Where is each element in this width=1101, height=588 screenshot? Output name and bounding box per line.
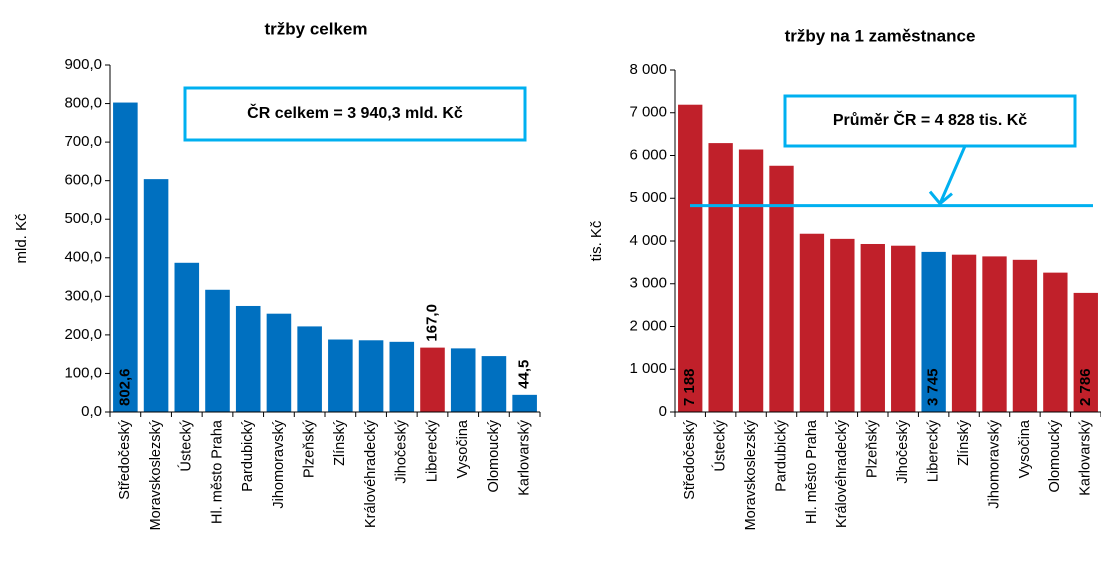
x-tick-label: Královéhradecký [834,419,850,528]
x-tick-label: Vysočina [455,419,471,478]
value-label: 7 188 [681,368,698,406]
chart-title: tržby celkem [265,19,368,38]
y-tick-label: 300,0 [64,287,102,304]
bar [1073,292,1098,412]
x-tick-label: Ústecký [711,419,728,471]
bar [799,233,825,412]
value-label: 802,6 [116,368,133,406]
x-tick-label: Moravskoslezský [743,419,759,530]
y-tick-label: 0 [659,403,667,420]
bar [708,143,733,413]
x-tick-label: Jihočeský [895,419,911,483]
y-tick-label: 900,0 [64,56,102,73]
y-tick-label: 6 000 [629,146,667,163]
bar [512,394,537,412]
annotation-box [783,94,1077,148]
bar [450,348,476,412]
y-tick-label: 1 000 [629,360,667,377]
x-tick-label: Karlovarský [516,419,532,495]
bar [891,245,916,412]
x-tick-label: Zlínský [956,419,972,466]
y-tick-label: 5 000 [629,189,667,206]
x-tick-label: Ústecký [178,419,195,471]
x-tick-label: Plzeňský [301,419,317,478]
annotation: ČR celkem = 3 940,3 mld. Kč [247,103,463,122]
y-tick-label: 800,0 [64,95,102,112]
y-tick-label: 400,0 [64,249,102,266]
y-tick-label: 0,0 [81,403,102,420]
y-tick-label: 200,0 [64,326,102,343]
bar [266,313,292,412]
y-tick-label: 500,0 [64,210,102,227]
value-label: 3 745 [925,368,942,406]
x-tick-label: Hl. město Praha [209,419,225,524]
y-tick-label: 700,0 [64,133,102,150]
bar [389,341,415,412]
bar [738,149,764,412]
x-tick-label: Jihočeský [394,419,410,483]
bar [143,179,169,412]
x-tick-label: Královéhradecký [363,419,379,528]
x-tick-label: Středočeský [117,419,133,500]
y-axis-label: tis. Kč [588,220,605,261]
x-tick-label: Hl. město Praha [804,419,820,524]
bar [174,262,200,412]
y-tick-label: 3 000 [629,275,667,292]
bar [297,326,322,412]
bar [678,104,703,412]
bar [951,254,977,412]
y-tick-label: 100,0 [64,364,102,381]
x-tick-label: Liberecký [925,419,941,482]
annotation: Průměr ČR = 4 828 tis. Kč [833,110,1027,129]
x-tick-label: Středočeský [682,419,698,500]
chart-title: tržby na 1 zaměstnance [785,26,976,45]
x-tick-label: Karlovarský [1078,419,1094,495]
x-tick-label: Liberecký [424,419,440,482]
x-tick-label: Olomoucký [486,419,502,492]
bar [328,339,353,412]
x-tick-label: Jihomoravský [271,419,287,508]
value-label: 44,5 [516,360,533,389]
y-tick-label: 7 000 [629,104,667,121]
bar [982,256,1007,412]
bar [420,347,445,412]
y-tick-label: 2 000 [629,317,667,334]
callout-arrow [928,145,967,206]
bar [1012,259,1038,412]
bar [235,305,261,412]
x-tick-label: Jihomoravský [986,419,1002,508]
bar [830,238,855,412]
bar [358,340,384,412]
bar [860,243,885,412]
bar [205,289,230,412]
y-tick-label: 4 000 [629,232,667,249]
annotation-box [183,86,527,142]
y-tick-label: 8 000 [629,61,667,78]
x-tick-label: Pardubický [773,419,789,491]
bar [481,356,507,412]
x-tick-label: Vysočina [1017,419,1033,478]
bar [769,165,794,412]
x-tick-label: Pardubický [240,419,256,491]
value-label: 2 786 [1077,368,1094,406]
y-tick-label: 600,0 [64,172,102,189]
x-tick-label: Olomoucký [1047,419,1063,492]
y-axis-label: mld. Kč [13,213,30,264]
value-label: 167,0 [423,304,440,342]
bar [921,251,946,412]
x-tick-label: Zlínský [332,419,348,466]
bar [1043,272,1068,412]
x-tick-label: Plzeňský [865,419,881,478]
x-tick-label: Moravskoslezský [148,419,164,530]
bar [113,102,138,413]
